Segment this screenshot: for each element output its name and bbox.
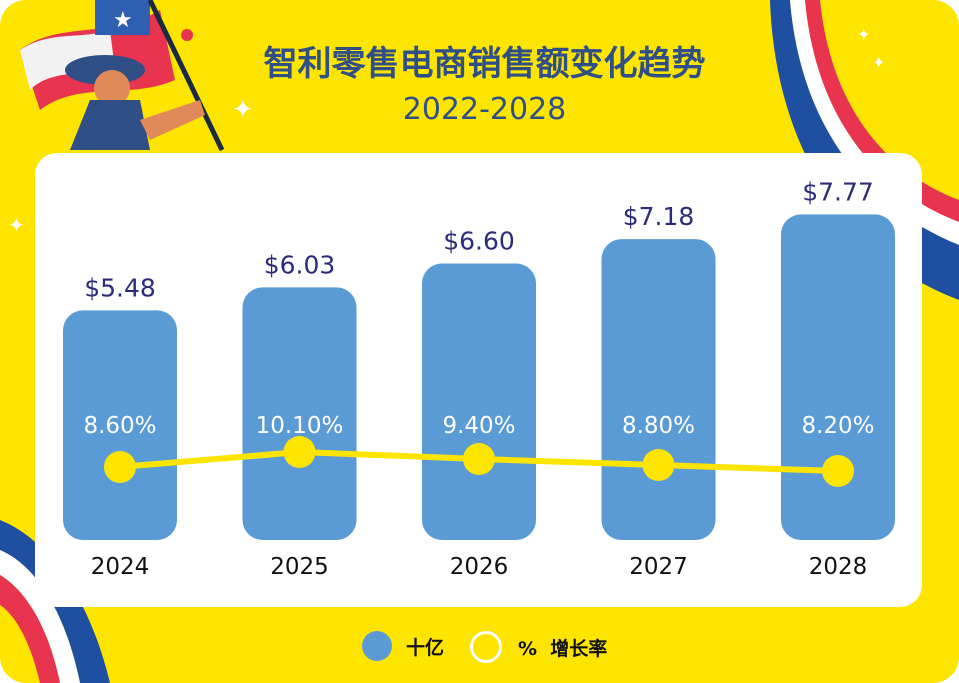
growth-point <box>822 455 854 487</box>
x-tick-label: 2028 <box>809 554 868 580</box>
flag-illustration: ★ <box>20 0 225 152</box>
sparkle-icon: ✦ <box>232 95 254 125</box>
line-value-label: 9.40% <box>442 413 515 439</box>
legend-label-bars: 十亿 <box>406 636 445 659</box>
bar <box>601 239 716 540</box>
legend-label-line: % 增长率 <box>518 637 608 660</box>
line-value-label: 8.80% <box>622 413 695 439</box>
sparkle-icon: ✦ <box>872 53 885 72</box>
growth-point <box>463 443 495 475</box>
legend-item-line: % 增长率 <box>470 631 607 663</box>
sparkle-icon: ✦ <box>8 213 25 237</box>
bar-value-label: $7.77 <box>802 177 874 206</box>
growth-point <box>642 449 675 481</box>
chart-title: 智利零售电商销售额变化趋势 <box>263 44 706 84</box>
line-value-label: 8.20% <box>801 413 874 439</box>
bar-value-label: $6.60 <box>443 226 515 255</box>
chart-subtitle: 2022-2028 <box>402 92 567 127</box>
bar <box>63 310 177 540</box>
legend-item-bars: 十亿 <box>362 631 444 661</box>
x-tick-label: 2027 <box>629 554 688 580</box>
line-value-label: 10.10% <box>256 413 344 439</box>
growth-point <box>104 451 136 483</box>
bar <box>422 263 536 540</box>
sparkle-icon: ✦ <box>857 25 870 44</box>
legend-swatch-bar <box>362 631 392 661</box>
svg-text:★: ★ <box>113 8 133 33</box>
growth-point <box>283 436 316 468</box>
line-value-label: 8.60% <box>83 413 156 439</box>
x-tick-label: 2025 <box>270 554 329 580</box>
bar-value-label: $7.18 <box>623 202 695 231</box>
bar-value-label: $6.03 <box>264 250 336 279</box>
x-tick-label: 2024 <box>91 554 150 580</box>
x-tick-label: 2026 <box>450 554 509 580</box>
legend-swatch-line <box>470 631 502 663</box>
bar-value-label: $5.48 <box>84 273 156 302</box>
bar <box>781 214 895 540</box>
bar <box>242 287 357 540</box>
